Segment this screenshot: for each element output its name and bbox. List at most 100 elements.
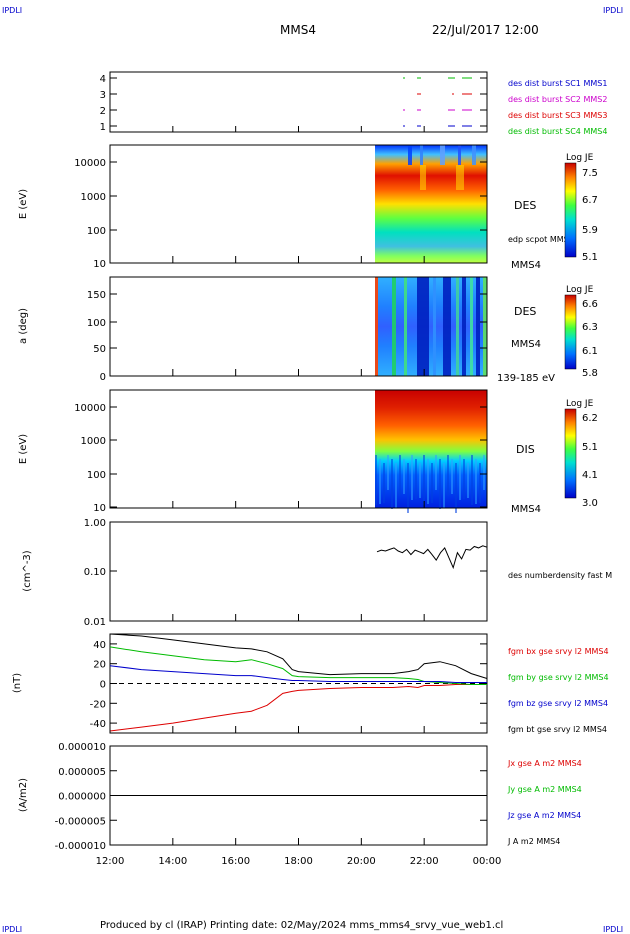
panel-burst-frame (109, 71, 488, 133)
burst-legend-entry: des dist burst SC3 MMS3 (508, 111, 607, 120)
footer-text: Produced by cl (IRAP) Printing date: 02/… (100, 920, 503, 931)
panel-current: (A/m2) 0.000010 0.000005 0.000000 -0.000005… (18, 742, 582, 852)
density-legend: des numberdensity fast M (508, 571, 612, 580)
des-pitch-stripe (433, 277, 436, 376)
des-pitch-stripe (462, 277, 466, 376)
des-energy-label: DES (514, 199, 536, 212)
des-pitch-stripe (476, 277, 480, 376)
time-axis-tick-label: 00:00 (473, 856, 502, 867)
time-axis-tick-label: 22:00 (410, 856, 439, 867)
dis-energy-colorbar-tick: 5.1 (582, 442, 598, 453)
corner-label-right: IPDLI (603, 6, 623, 15)
des-pitch-stripe (470, 277, 473, 376)
field-ylabel: (nT) (12, 673, 23, 693)
dis-energy-stripe (471, 455, 473, 505)
burst-legend-entry: des dist burst SC2 MMS2 (508, 95, 607, 104)
des-energy-stripe (458, 145, 461, 165)
dis-energy-stripe (431, 463, 433, 503)
dis-energy-stripe (479, 463, 481, 503)
field-series-line (109, 633, 488, 679)
density-tick-label: 0.10 (84, 567, 106, 578)
density-series-line (376, 545, 488, 570)
des-energy-colorbar-tick: 6.7 (582, 195, 598, 206)
des-pitch-stripe (483, 277, 487, 376)
des-energy-colorbar-tick: 5.1 (582, 252, 598, 263)
figure-date: 22/Jul/2017 12:00 (432, 23, 539, 37)
dis-energy-stripe (435, 455, 437, 490)
des-energy-spectrogram (375, 145, 487, 263)
des-energy-tick-label: 1000 (81, 192, 106, 203)
dis-energy-tick-label: 100 (87, 470, 106, 481)
des-energy-tick-label: 10 (93, 259, 106, 270)
dis-energy-tick-label: 10 (93, 503, 106, 514)
current-tick-label: -0.000010 (55, 841, 106, 852)
des-energy-stripe (472, 145, 476, 165)
field-legend-entry: fgm bt gse srvy l2 MMS4 (508, 725, 607, 734)
field-series-line (109, 646, 487, 685)
des-energy-colorbar-tick: 7.5 (582, 168, 598, 179)
burst-tick-label: 1 (100, 122, 106, 133)
dis-energy-stripe (455, 463, 457, 513)
dis-energy-stripe (459, 455, 461, 500)
current-tick-label: 0.000010 (58, 742, 106, 753)
dis-energy-stripe (395, 463, 397, 508)
des-energy-stripe (420, 145, 423, 165)
dis-energy-stripe (475, 459, 477, 504)
des-pitch-ylabel: a (deg) (18, 308, 29, 344)
panel-burst: 4 3 2 1 des dist burst SC1 MMS1 des dist bur… (100, 71, 607, 136)
corner-label-bottom-right: IPDLI (603, 925, 623, 934)
des-pitch-colorbar-tick: 6.1 (582, 346, 598, 357)
current-tick-label: 0.000000 (58, 792, 106, 803)
des-energy-sublabel: edp scpot MMS4 (508, 235, 574, 244)
density-ylabel: (cm^-3) (22, 550, 33, 591)
current-tick-label: 0.000005 (58, 767, 106, 778)
des-energy-tick-label: 100 (87, 226, 106, 237)
field-tick-label: 40 (93, 640, 106, 651)
des-energy-bottom-label: MMS4 (511, 260, 541, 271)
des-energy-ylabel: E (eV) (18, 189, 29, 219)
burst-legend-entry: des dist burst SC1 MMS1 (508, 79, 607, 88)
time-axis: 12:00 14:00 16:00 18:00 20:00 22:00 00:00 (96, 126, 502, 867)
panel-des-energy: E (eV) 10000 1000 100 10 DES edp scpot MMS4… (18, 144, 598, 271)
dis-energy-bottom-label: MMS4 (511, 504, 541, 515)
panel-des-pitch: a (deg) 150 100 50 0 DES MMS4 139-185 eV Lo… (18, 276, 598, 384)
des-pitch-tick-label: 0 (100, 372, 106, 383)
current-legend-entry: Jy gse A m2 MMS4 (507, 785, 582, 794)
field-tick-label: 0 (100, 680, 106, 691)
dis-energy-tick-label: 1000 (81, 436, 106, 447)
time-axis-tick-label: 18:00 (284, 856, 313, 867)
dis-energy-stripe (379, 459, 381, 504)
density-tick-label: 1.00 (84, 518, 106, 529)
dis-energy-stripe (403, 459, 405, 494)
des-pitch-stripe (375, 277, 378, 376)
field-series-line (109, 665, 487, 683)
dis-energy-colorbar-tick: 6.2 (582, 413, 598, 424)
panel-density-frame (109, 521, 488, 622)
current-tick-label: -0.000005 (55, 816, 106, 827)
des-pitch-tick-label: 150 (87, 290, 106, 301)
time-axis-tick-label: 16:00 (221, 856, 250, 867)
des-pitch-tick-label: 50 (93, 344, 106, 355)
dis-energy-stripe (423, 455, 425, 505)
des-pitch-colorbar (564, 294, 577, 370)
field-legend-entry: fgm bz gse srvy l2 MMS4 (508, 699, 608, 708)
des-pitch-stripe (456, 277, 459, 376)
dis-energy-colorbar-tick: 4.1 (582, 470, 598, 481)
dis-energy-stripe (387, 455, 389, 490)
des-energy-colorbar (564, 162, 577, 258)
dis-energy-stripe (463, 459, 465, 499)
des-pitch-label: DES (514, 305, 536, 318)
field-legend-entry: fgm bx gse srvy l2 MMS4 (508, 647, 609, 656)
dis-energy-stripe (443, 463, 445, 508)
dis-energy-stripe (483, 455, 485, 490)
des-pitch-colorbar-tick: 6.3 (582, 322, 598, 333)
des-pitch-colorbar-title: Log JE (566, 285, 594, 295)
field-legend-entry: fgm by gse srvy l2 MMS4 (508, 673, 609, 682)
field-tick-label: -20 (90, 699, 106, 710)
des-pitch-colorbar-tick: 5.8 (582, 368, 598, 379)
time-axis-tick-label: 12:00 (96, 856, 125, 867)
corner-label-bottom-left: IPDLI (2, 925, 22, 934)
des-pitch-stripe (417, 277, 429, 376)
current-legend-entry: Jz gse A m2 MMS4 (507, 811, 581, 820)
